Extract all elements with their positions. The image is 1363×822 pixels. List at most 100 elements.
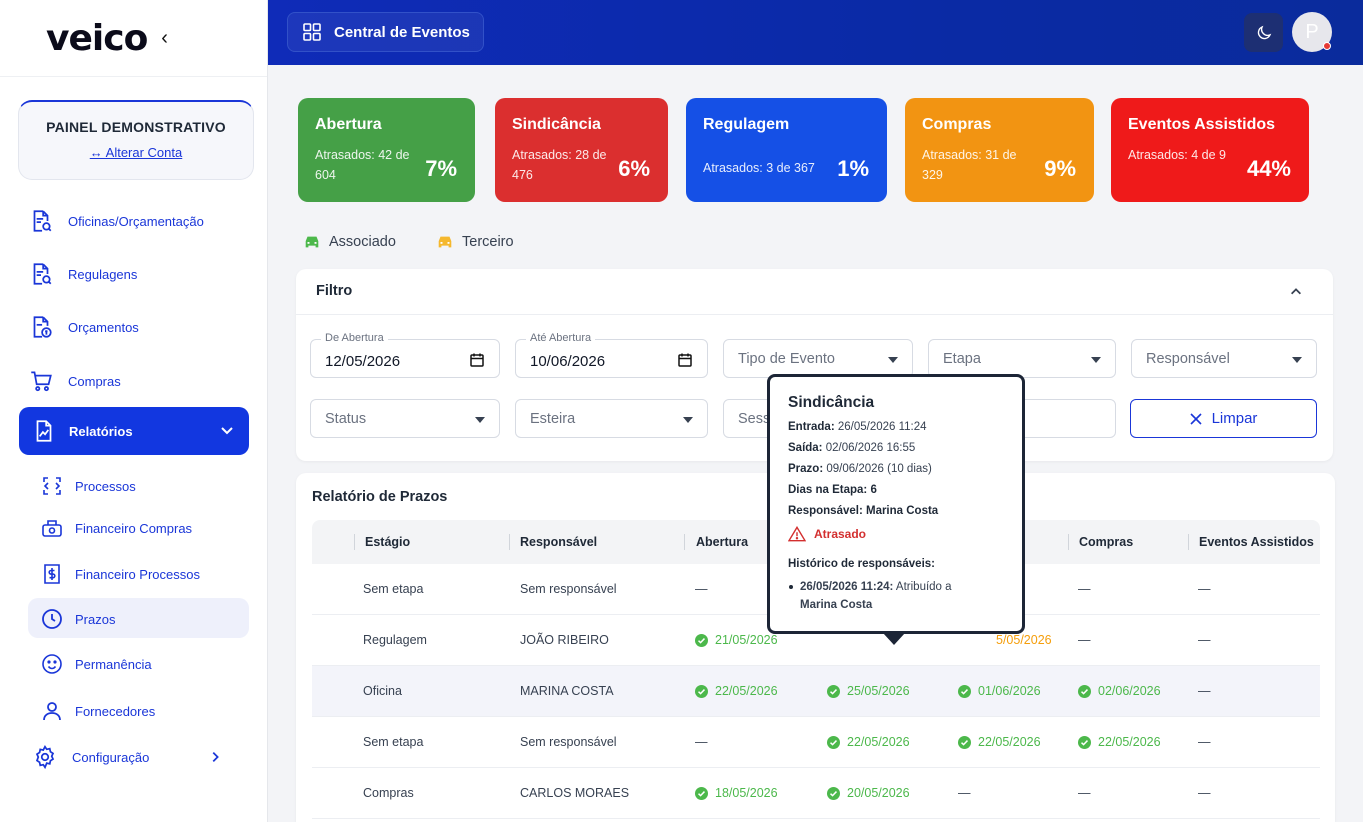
check-circle-icon [958, 735, 971, 749]
cell-abertura[interactable]: 21/05/2026 [695, 633, 778, 647]
cell-compras[interactable]: 22/05/2026 [1078, 735, 1161, 749]
cell-date: 02/06/2026 [1098, 684, 1161, 698]
switch-account-link[interactable]: ↔ Alterar Conta [89, 145, 183, 160]
sidebar-subitem-financeiro-processos[interactable]: Financeiro Processos [40, 562, 200, 586]
calendar-icon[interactable] [677, 352, 693, 368]
cell-abertura[interactable]: 22/05/2026 [695, 684, 778, 698]
column-separator [354, 534, 355, 550]
sidebar-subitem-processos[interactable]: Processos [40, 474, 136, 498]
legend-label: Associado [329, 234, 396, 250]
stat-card-sindicancia[interactable]: Sindicância Atrasados: 28 de 476 6% [495, 98, 668, 202]
stat-card-compras[interactable]: Compras Atrasados: 31 de 329 9% [905, 98, 1094, 202]
chevron-up-icon[interactable] [1289, 285, 1303, 299]
sidebar-item-label: Orçamentos [68, 319, 139, 335]
sidebar-subitem-fornecedores[interactable]: Fornecedores [40, 699, 155, 723]
document-search-icon [33, 263, 52, 285]
de-abertura-date-field[interactable]: De Abertura 12/05/2026 [310, 332, 500, 378]
table-row[interactable]: Compras CARLOS MORAES 18/05/2026 20/05/2… [312, 768, 1320, 819]
sidebar-item-configuracao[interactable]: Configuração [32, 744, 222, 770]
table-row[interactable]: Oficina MARINA COSTA 22/05/2026 25/05/20… [312, 666, 1320, 717]
chevron-right-icon [212, 752, 219, 762]
column-header-responsavel[interactable]: Responsável [520, 535, 598, 549]
cell-date: 22/05/2026 [715, 684, 778, 698]
cell-regulagem[interactable]: 5/05/2026 [996, 633, 1052, 647]
sidebar-item-relatorios[interactable]: Relatórios [19, 407, 249, 455]
column-separator [684, 534, 685, 550]
cell-responsavel: JOÃO RIBEIRO [520, 633, 609, 647]
calendar-icon[interactable] [469, 352, 485, 368]
cell-estagio: Compras [363, 786, 414, 800]
field-value: 10/06/2026 [530, 353, 606, 370]
sidebar-subitem-financeiro-compras[interactable]: Financeiro Compras [40, 516, 192, 540]
etapa-select[interactable]: Etapa [928, 339, 1116, 378]
status-select[interactable]: Status [310, 399, 500, 438]
cell-date: 20/05/2026 [847, 786, 910, 800]
warning-icon [788, 526, 806, 542]
sidebar-item-label: Prazos [75, 611, 116, 627]
esteira-select[interactable]: Esteira [515, 399, 708, 438]
cell-regulagem[interactable]: 01/06/2026 [958, 684, 1041, 698]
cell-abertura[interactable]: 18/05/2026 [695, 786, 778, 800]
invoice-dollar-icon [44, 564, 60, 584]
cell-compras[interactable]: 02/06/2026 [1078, 684, 1161, 698]
tipo-evento-select[interactable]: Tipo de Evento [723, 339, 913, 378]
cell-sindicancia[interactable]: 20/05/2026 [827, 786, 910, 800]
cell-abertura: — [695, 735, 708, 749]
cash-register-icon [42, 520, 62, 537]
sidebar: veico ‹ PAINEL DEMONSTRATIVO ↔ Alterar C… [0, 0, 268, 822]
document-search-icon [33, 210, 52, 232]
central-eventos-button[interactable]: Central de Eventos [287, 12, 484, 52]
sidebar-item-label: Financeiro Processos [75, 566, 200, 582]
tooltip-entrada: Entrada: 26/05/2026 11:24 [788, 421, 1004, 433]
moon-icon [1257, 25, 1271, 39]
stat-card-regulagem[interactable]: Regulagem Atrasados: 3 de 367 1% [686, 98, 887, 202]
column-header-estagio[interactable]: Estágio [365, 535, 411, 549]
history-when: 26/05/2026 11:24: [800, 581, 894, 593]
cell-estagio: Oficina [363, 684, 402, 698]
select-placeholder: Sess [738, 411, 771, 427]
cell-estagio: Regulagem [363, 633, 427, 647]
sidebar-item-compras[interactable]: Compras [28, 368, 121, 394]
tooltip-value: 02/06/2026 16:55 [825, 442, 916, 454]
sidebar-subitem-prazos[interactable]: Prazos [40, 607, 115, 631]
notification-dot [1323, 42, 1331, 50]
table-row[interactable]: Sem etapa Sem responsável — 22/05/2026 2… [312, 717, 1320, 768]
stat-desc: Atrasados: 42 de 604 [315, 148, 410, 182]
tooltip-responsavel: Responsável: Marina Costa [788, 505, 1004, 517]
sidebar-subitem-permanencia[interactable]: Permanência [40, 652, 152, 676]
history-who: Marina Costa [800, 599, 873, 611]
tooltip-value: Marina Costa [865, 505, 939, 517]
car-icon [438, 236, 452, 248]
stat-card-eventos-assistidos[interactable]: Eventos Assistidos Atrasados: 4 de 9 44% [1111, 98, 1309, 202]
stat-card-abertura[interactable]: Abertura Atrasados: 42 de 604 7% [298, 98, 475, 202]
collapse-sidebar-icon[interactable]: ‹ [161, 26, 168, 49]
cell-sindicancia[interactable]: 25/05/2026 [827, 684, 910, 698]
tooltip-saida: Saída: 02/06/2026 16:55 [788, 442, 1004, 454]
sidebar-item-oficinas[interactable]: Oficinas/Orçamentação [28, 208, 204, 234]
column-header-compras[interactable]: Compras [1079, 535, 1134, 549]
avatar[interactable]: P [1292, 12, 1332, 52]
tooltip-history-title: Histórico de responsáveis: [788, 558, 935, 570]
check-circle-icon [958, 684, 971, 698]
stat-desc: Atrasados: 31 de 329 [922, 148, 1017, 182]
cell-regulagem[interactable]: 22/05/2026 [958, 735, 1041, 749]
cell-responsavel: Sem responsável [520, 582, 617, 596]
field-value: 12/05/2026 [325, 353, 401, 370]
stat-title: Abertura [315, 116, 382, 133]
sidebar-item-orcamentos[interactable]: Orçamentos [28, 314, 139, 340]
column-header-eventos-assistidos[interactable]: Eventos Assistidos [1199, 535, 1314, 549]
column-separator [1188, 534, 1189, 550]
ate-abertura-date-field[interactable]: Até Abertura 10/06/2026 [515, 332, 708, 378]
cell-sindicancia[interactable]: 22/05/2026 [827, 735, 910, 749]
sidebar-item-label: Regulagens [68, 266, 138, 282]
clear-filters-button[interactable]: Limpar [1130, 399, 1317, 438]
column-header-abertura[interactable]: Abertura [696, 535, 749, 549]
cell-responsavel: MARINA COSTA [520, 684, 614, 698]
responsavel-select[interactable]: Responsável [1131, 339, 1317, 378]
tooltip-label: Saída: [788, 442, 823, 454]
status-text: Atrasado [814, 527, 867, 541]
table-row[interactable]: Regulagem JOÃO RIBEIRO 21/05/2026 5/05/2… [312, 615, 1320, 666]
cell-date: 21/05/2026 [715, 633, 778, 647]
theme-toggle-button[interactable] [1244, 13, 1283, 52]
sidebar-item-regulagens[interactable]: Regulagens [28, 261, 137, 287]
